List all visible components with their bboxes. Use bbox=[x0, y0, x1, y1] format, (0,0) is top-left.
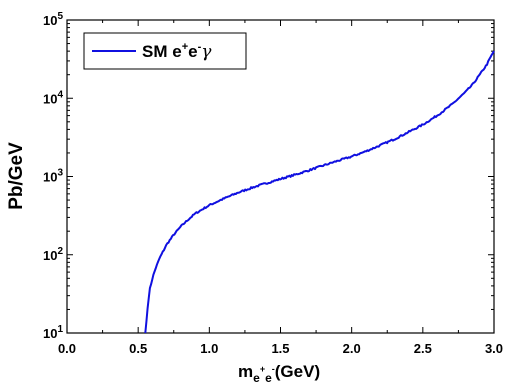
y-tick-label: 101 bbox=[43, 324, 63, 341]
y-tick-exponent: 5 bbox=[57, 11, 63, 22]
x-title-sup2: - bbox=[272, 364, 275, 374]
axes bbox=[66, 19, 495, 334]
x-tick-label: 1.5 bbox=[271, 341, 289, 356]
x-tick-label: 2.5 bbox=[414, 341, 432, 356]
x-axis-title: me+e-(GeV) bbox=[238, 362, 320, 383]
y-axis-title: Pb/GeV bbox=[6, 142, 27, 210]
legend-label-main: SM e bbox=[142, 42, 182, 61]
legend-label-sup2: - bbox=[198, 41, 202, 53]
tick-labels: 0.0 0.5 1.0 1.5 2.0 2.5 3.0101102103104105Pb/G… bbox=[6, 11, 503, 383]
legend-label-mid: e bbox=[188, 42, 197, 61]
x-title-sub1: e bbox=[253, 371, 260, 383]
x-tick-label: 3.0 bbox=[485, 341, 503, 356]
y-tick-label: 104 bbox=[43, 89, 63, 106]
x-tick-label: 1.0 bbox=[200, 341, 218, 356]
y-tick-base: 10 bbox=[43, 170, 57, 185]
series-layer bbox=[144, 50, 495, 334]
legend-label-gamma: γ bbox=[201, 42, 212, 62]
y-tick-exponent: 1 bbox=[57, 324, 63, 335]
x-title-unit: (GeV) bbox=[275, 362, 320, 381]
legend-label-sup1: + bbox=[182, 41, 188, 53]
y-tick-label: 102 bbox=[43, 246, 63, 263]
x-title-sup1: + bbox=[260, 364, 265, 374]
x-title-base: m bbox=[238, 362, 253, 381]
y-tick-exponent: 4 bbox=[57, 89, 63, 100]
series-line-sm bbox=[144, 50, 495, 334]
x-title-sub2: e bbox=[265, 371, 272, 383]
x-tick-label: 0.0 bbox=[58, 341, 76, 356]
y-tick-label: 105 bbox=[43, 11, 63, 28]
legend-label: SM e+e-γ bbox=[142, 41, 212, 62]
y-tick-label: 103 bbox=[43, 168, 63, 185]
y-tick-base: 10 bbox=[43, 13, 57, 28]
y-tick-exponent: 3 bbox=[57, 168, 63, 179]
y-tick-base: 10 bbox=[43, 326, 57, 341]
y-tick-base: 10 bbox=[43, 91, 57, 106]
y-tick-exponent: 2 bbox=[57, 246, 63, 257]
x-tick-label: 2.0 bbox=[343, 341, 361, 356]
legend: SM e+e-γ bbox=[83, 32, 247, 70]
y-tick-base: 10 bbox=[43, 248, 57, 263]
x-tick-label: 0.5 bbox=[129, 341, 147, 356]
